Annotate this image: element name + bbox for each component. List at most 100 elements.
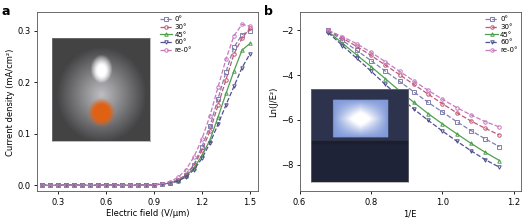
0° [63, 184, 69, 187]
60° [183, 176, 189, 178]
45° [239, 49, 245, 52]
0° [86, 184, 93, 187]
re-0° [231, 34, 237, 37]
30° [46, 184, 53, 187]
45° [354, 54, 360, 56]
0° [38, 184, 45, 187]
30° [143, 184, 149, 187]
45° [439, 123, 445, 125]
re-0° [183, 168, 189, 171]
re-0° [239, 23, 245, 26]
30° [126, 184, 133, 187]
0° [496, 145, 503, 148]
60° [126, 184, 133, 187]
Line: 30°: 30° [326, 29, 501, 137]
re-0° [95, 184, 101, 187]
60° [468, 149, 474, 152]
60° [143, 184, 149, 187]
0° [239, 33, 245, 36]
0° [215, 97, 221, 100]
X-axis label: 1/E: 1/E [404, 209, 417, 218]
0° [167, 181, 173, 184]
45° [54, 184, 61, 187]
0° [368, 59, 374, 62]
45° [339, 42, 346, 45]
0° [95, 184, 101, 187]
45° [71, 184, 77, 187]
re-0° [175, 176, 181, 179]
0° [247, 29, 253, 32]
re-0° [496, 126, 503, 128]
X-axis label: Electric field (V/μm): Electric field (V/μm) [106, 209, 189, 218]
30° [103, 184, 109, 187]
Line: 45°: 45° [326, 30, 501, 162]
45° [223, 92, 229, 95]
re-0° [126, 184, 133, 187]
re-0° [54, 184, 61, 187]
45° [46, 184, 53, 187]
60° [231, 85, 237, 88]
0° [135, 184, 141, 187]
0° [223, 70, 229, 73]
re-0° [86, 184, 93, 187]
60° [482, 158, 489, 161]
30° [247, 27, 253, 29]
60° [63, 184, 69, 187]
re-0° [119, 184, 125, 187]
60° [46, 184, 53, 187]
45° [103, 184, 109, 187]
60° [86, 184, 93, 187]
Line: 30°: 30° [40, 26, 252, 187]
Line: 0°: 0° [326, 29, 501, 149]
re-0° [215, 86, 221, 88]
0° [143, 184, 149, 187]
60° [215, 123, 221, 126]
30° [135, 184, 141, 187]
30° [239, 37, 245, 40]
45° [111, 184, 117, 187]
0° [111, 184, 117, 187]
45° [126, 184, 133, 187]
re-0° [368, 51, 374, 54]
30° [151, 183, 157, 186]
30° [199, 149, 205, 151]
60° [339, 44, 346, 47]
0° [199, 145, 205, 148]
30° [86, 184, 93, 187]
30° [159, 183, 165, 185]
60° [496, 166, 503, 169]
re-0° [396, 70, 403, 73]
0° [54, 184, 61, 187]
0° [468, 129, 474, 132]
0° [79, 184, 85, 187]
re-0° [482, 120, 489, 123]
45° [86, 184, 93, 187]
60° [239, 66, 245, 69]
60° [325, 31, 331, 34]
Line: 0°: 0° [40, 29, 252, 187]
45° [167, 182, 173, 185]
re-0° [111, 184, 117, 187]
Legend: 0°, 30°, 45°, 60°, re-0°: 0°, 30°, 45°, 60°, re-0° [483, 14, 520, 55]
30° [231, 52, 237, 55]
re-0° [191, 155, 197, 158]
30° [95, 184, 101, 187]
30° [496, 134, 503, 136]
0° [482, 138, 489, 140]
30° [215, 104, 221, 107]
45° [368, 65, 374, 68]
30° [468, 120, 474, 122]
30° [167, 181, 173, 184]
re-0° [354, 42, 360, 45]
60° [223, 103, 229, 106]
30° [339, 37, 346, 39]
30° [411, 83, 417, 86]
re-0° [468, 114, 474, 116]
0° [46, 184, 53, 187]
60° [207, 142, 213, 144]
45° [482, 151, 489, 154]
re-0° [63, 184, 69, 187]
re-0° [71, 184, 77, 187]
re-0° [247, 25, 253, 28]
30° [354, 45, 360, 48]
